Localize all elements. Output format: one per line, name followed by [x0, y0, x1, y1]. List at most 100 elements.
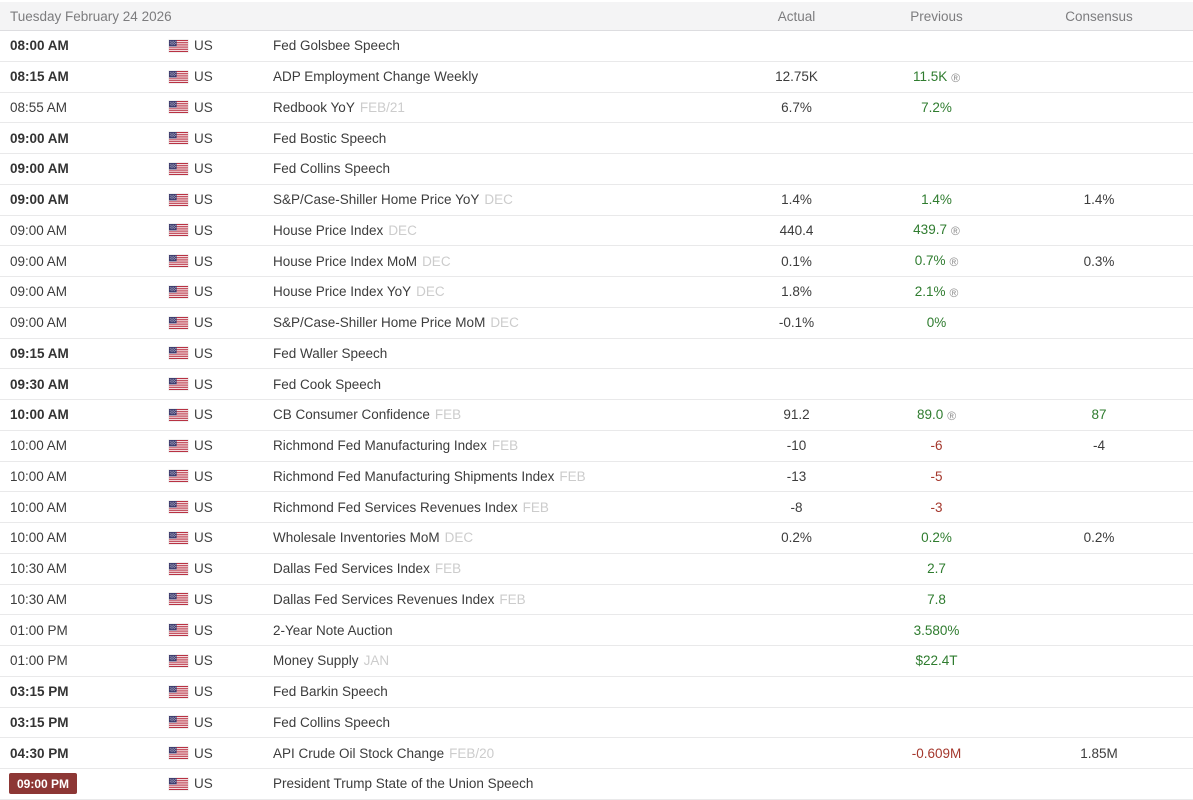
event-name[interactable]: CB Consumer Confidence	[273, 407, 430, 423]
event-name[interactable]: ADP Employment Change Weekly	[273, 69, 479, 85]
event-name-cell: Dallas Fed Services Index FEB	[273, 561, 745, 576]
event-country[interactable]: US	[165, 223, 273, 238]
event-country[interactable]: US	[165, 100, 273, 115]
event-row[interactable]: 10:00 AM US	[0, 492, 1193, 523]
event-country[interactable]: US	[165, 469, 273, 484]
event-country[interactable]: US	[165, 254, 273, 269]
event-previous-value: 2.1% ®	[848, 284, 1025, 300]
event-row[interactable]: 09:00 AM US	[0, 215, 1193, 247]
previous-value: 89.0	[916, 406, 944, 422]
event-country[interactable]: US	[165, 561, 273, 576]
event-row[interactable]: 10:00 AM US	[0, 430, 1193, 462]
event-reference-period: FEB	[522, 499, 549, 515]
event-name[interactable]: API Crude Oil Stock Change	[273, 745, 445, 761]
event-name-cell: Fed Golsbee Speech	[273, 38, 745, 53]
event-row[interactable]: 01:00 PM US	[0, 615, 1193, 646]
event-row[interactable]: 09:00 PM US	[0, 769, 1193, 800]
event-name[interactable]: House Price Index YoY	[273, 284, 412, 300]
event-country[interactable]: US	[165, 653, 273, 668]
event-country[interactable]: US	[165, 776, 273, 791]
event-name[interactable]: House Price Index MoM	[273, 253, 418, 269]
event-country[interactable]: US	[165, 284, 273, 299]
event-name[interactable]: Richmond Fed Manufacturing Shipments Ind…	[273, 468, 555, 484]
event-country[interactable]: US	[165, 530, 273, 545]
event-country[interactable]: US	[165, 377, 273, 392]
event-previous-value: 439.7 ®	[848, 222, 1025, 238]
us-flag-icon	[169, 593, 188, 606]
event-row[interactable]: 10:00 AM US	[0, 461, 1193, 493]
event-time: 09:00 AM	[0, 315, 165, 330]
event-name[interactable]: Fed Collins Speech	[273, 161, 391, 177]
consensus-value: 87	[1091, 407, 1107, 423]
us-flag-icon	[169, 408, 188, 421]
event-country[interactable]: US	[165, 69, 273, 84]
event-country[interactable]: US	[165, 438, 273, 453]
event-name-cell: 2-Year Note Auction	[273, 623, 745, 638]
event-row[interactable]: 01:00 PM US	[0, 646, 1193, 677]
event-time-label: 09:30 AM	[10, 376, 69, 392]
event-country[interactable]: US	[165, 500, 273, 515]
country-code: US	[194, 192, 213, 208]
event-row[interactable]: 10:00 AM US	[0, 400, 1193, 431]
event-time: 10:00 AM	[0, 407, 165, 422]
event-row[interactable]: 09:00 AM US	[0, 184, 1193, 216]
event-country[interactable]: US	[165, 684, 273, 699]
event-row[interactable]: 09:00 AM US	[0, 277, 1193, 308]
event-time: 03:15 PM	[0, 715, 165, 730]
event-row[interactable]: 08:00 AM US	[0, 31, 1193, 62]
event-name[interactable]: Fed Waller Speech	[273, 345, 388, 361]
event-name[interactable]: Wholesale Inventories MoM	[273, 530, 440, 546]
event-previous-value: 3.580%	[848, 623, 1025, 638]
actual-value: -13	[786, 468, 807, 484]
event-row[interactable]: 09:00 AM US	[0, 154, 1193, 185]
event-name[interactable]: Richmond Fed Manufacturing Index	[273, 438, 487, 454]
event-country[interactable]: US	[165, 407, 273, 422]
event-row[interactable]: 10:30 AM US	[0, 553, 1193, 585]
event-name[interactable]: Redbook YoY	[273, 99, 355, 115]
event-row[interactable]: 03:15 PM US	[0, 676, 1193, 708]
event-country[interactable]: US	[165, 315, 273, 330]
event-time: 09:00 PM	[0, 773, 165, 795]
event-name[interactable]: Fed Collins Speech	[273, 714, 391, 730]
event-row[interactable]: 09:00 AM US	[0, 246, 1193, 277]
event-name[interactable]: Money Supply	[273, 653, 359, 669]
event-country[interactable]: US	[165, 623, 273, 638]
event-country[interactable]: US	[165, 346, 273, 361]
country-code: US	[194, 622, 213, 638]
event-reference-period: FEB	[434, 561, 462, 577]
event-name[interactable]: Fed Cook Speech	[273, 376, 382, 392]
event-row[interactable]: 09:00 AM US	[0, 123, 1193, 154]
us-flag-icon	[169, 562, 188, 575]
event-name[interactable]: President Trump State of the Union Speec…	[273, 776, 534, 792]
event-row[interactable]: 10:30 AM US	[0, 584, 1193, 616]
actual-value: 0.2%	[781, 530, 812, 546]
actual-value: 12.75K	[775, 69, 818, 85]
event-country[interactable]: US	[165, 161, 273, 176]
event-name[interactable]: Fed Golsbee Speech	[273, 38, 400, 54]
event-name[interactable]: S&P/Case-Shiller Home Price MoM	[273, 315, 486, 331]
event-name[interactable]: Dallas Fed Services Revenues Index	[273, 591, 495, 607]
event-row[interactable]: 09:30 AM US	[0, 369, 1193, 400]
event-name[interactable]: Fed Bostic Speech	[273, 130, 387, 146]
event-country[interactable]: US	[165, 592, 273, 607]
event-row[interactable]: 08:55 AM US	[0, 92, 1193, 124]
event-country[interactable]: US	[165, 38, 273, 53]
event-row[interactable]: 03:15 PM US	[0, 707, 1193, 739]
event-row[interactable]: 04:30 PM US	[0, 738, 1193, 769]
event-country[interactable]: US	[165, 746, 273, 761]
event-row[interactable]: 09:00 AM US	[0, 307, 1193, 339]
event-row[interactable]: 09:15 AM US	[0, 338, 1193, 370]
event-name[interactable]: S&P/Case-Shiller Home Price YoY	[273, 192, 480, 208]
previous-value: -3	[930, 499, 943, 515]
event-row[interactable]: 08:15 AM US	[0, 61, 1193, 93]
event-name[interactable]: House Price Index	[273, 222, 384, 238]
event-name[interactable]: 2-Year Note Auction	[273, 622, 393, 638]
event-country[interactable]: US	[165, 192, 273, 207]
event-row[interactable]: 10:00 AM US	[0, 523, 1193, 554]
event-name[interactable]: Fed Barkin Speech	[273, 684, 388, 700]
event-country[interactable]: US	[165, 715, 273, 730]
event-country[interactable]: US	[165, 131, 273, 146]
event-name[interactable]: Richmond Fed Services Revenues Index	[273, 499, 518, 515]
event-name[interactable]: Dallas Fed Services Index	[273, 561, 430, 577]
